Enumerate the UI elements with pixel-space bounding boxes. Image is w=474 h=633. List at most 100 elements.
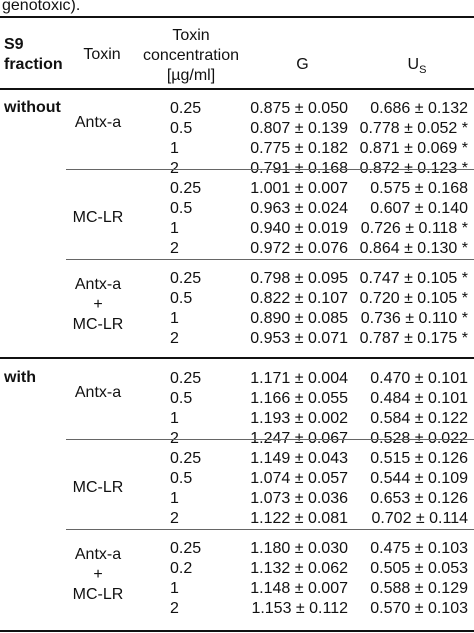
us-value-cell: 0.653 ± 0.126 bbox=[370, 490, 468, 507]
concentration-cell: 2 bbox=[170, 600, 179, 617]
header-s9: S9 fraction bbox=[4, 35, 66, 75]
g-value-cell: 0.875 ± 0.050 bbox=[250, 100, 348, 117]
toxin-label: MC-LR bbox=[72, 586, 124, 603]
g-value-cell: 0.791 ± 0.168 bbox=[250, 160, 348, 177]
g-value-cell: 1.180 ± 0.030 bbox=[250, 540, 348, 557]
us-value-cell: 0.528 ± 0.022 bbox=[370, 430, 468, 447]
g-value-cell: 1.122 ± 0.081 bbox=[250, 510, 348, 527]
concentration-cell: 1 bbox=[170, 220, 179, 237]
g-value-cell: 1.132 ± 0.062 bbox=[250, 560, 348, 577]
concentration-cell: 2 bbox=[170, 510, 179, 527]
s9-label: with bbox=[4, 369, 36, 386]
g-value-cell: 1.193 ± 0.002 bbox=[250, 410, 348, 427]
g-value-cell: 1.148 ± 0.007 bbox=[250, 580, 348, 597]
header-rule bbox=[0, 88, 474, 90]
us-value-cell: 0.570 ± 0.103 bbox=[370, 600, 468, 617]
us-value-cell: 0.575 ± 0.168 bbox=[370, 180, 468, 197]
g-value-cell: 1.247 ± 0.067 bbox=[250, 430, 348, 447]
g-value-cell: 0.807 ± 0.139 bbox=[250, 120, 348, 137]
g-value-cell: 0.890 ± 0.085 bbox=[250, 310, 348, 327]
header-g: G bbox=[296, 56, 309, 73]
toxin-label: MC-LR bbox=[72, 316, 124, 333]
header-concentration: Toxin concentration [µg/ml] bbox=[136, 26, 246, 86]
concentration-cell: 2 bbox=[170, 429, 179, 449]
g-value-cell: 1.153 ± 0.112 bbox=[251, 600, 348, 617]
us-value-cell: 0.864 ± 0.130 * bbox=[359, 240, 468, 257]
concentration-cell: 1 bbox=[170, 490, 179, 507]
group-divider bbox=[66, 529, 474, 530]
concentration-cell: 2 bbox=[170, 159, 179, 179]
g-value-cell: 0.963 ± 0.024 bbox=[250, 200, 348, 217]
us-value-cell: 0.505 ± 0.053 bbox=[370, 560, 468, 577]
us-value-cell: 0.470 ± 0.101 bbox=[370, 370, 468, 387]
g-value-cell: 0.822 ± 0.107 bbox=[250, 290, 348, 307]
g-value-cell: 0.798 ± 0.095 bbox=[250, 270, 348, 287]
header-conc-line-1: Toxin bbox=[172, 27, 210, 44]
concentration-cell: 0.25 bbox=[170, 370, 202, 387]
toxin-label: Antx-a bbox=[74, 114, 122, 131]
us-value-cell: 0.588 ± 0.129 bbox=[370, 580, 468, 597]
concentration-cell: 0.25 bbox=[170, 180, 202, 197]
section-divider bbox=[0, 357, 474, 359]
toxin-label: + bbox=[93, 566, 103, 583]
concentration-cell: 2 bbox=[170, 240, 179, 257]
g-value-cell: 0.775 ± 0.182 bbox=[250, 140, 348, 157]
us-value-cell: 0.871 ± 0.069 * bbox=[359, 140, 468, 157]
concentration-cell: 0.5 bbox=[170, 120, 193, 137]
concentration-cell: 0.25 bbox=[170, 270, 202, 287]
concentration-cell: 0.5 bbox=[170, 290, 193, 307]
group-divider bbox=[66, 169, 474, 170]
concentration-cell: 1 bbox=[170, 410, 179, 427]
us-value-cell: 0.544 ± 0.109 bbox=[370, 470, 468, 487]
table-caption: genotoxic). bbox=[2, 0, 81, 14]
header-toxin: Toxin bbox=[83, 46, 121, 63]
concentration-cell: 0.25 bbox=[170, 450, 202, 467]
us-value-cell: 0.726 ± 0.118 * bbox=[360, 220, 468, 237]
top-rule bbox=[0, 16, 474, 18]
toxin-label: Antx-a bbox=[74, 276, 122, 293]
us-value-cell: 0.607 ± 0.140 bbox=[370, 200, 468, 217]
toxin-label: Antx-a bbox=[74, 546, 122, 563]
concentration-cell: 0.5 bbox=[170, 200, 193, 217]
us-value-cell: 0.787 ± 0.175 * bbox=[359, 330, 468, 347]
concentration-cell: 1 bbox=[170, 310, 179, 327]
group-divider bbox=[66, 259, 474, 260]
header-us-main: U bbox=[407, 56, 420, 73]
us-value-cell: 0.720 ± 0.105 * bbox=[359, 290, 468, 307]
us-value-cell: 0.475 ± 0.103 bbox=[370, 540, 468, 557]
g-value-cell: 1.073 ± 0.036 bbox=[250, 490, 348, 507]
g-value-cell: 0.940 ± 0.019 bbox=[250, 220, 348, 237]
s9-label: without bbox=[4, 99, 61, 116]
us-value-cell: 0.747 ± 0.105 * bbox=[359, 270, 468, 287]
us-value-cell: 0.515 ± 0.126 bbox=[370, 450, 468, 467]
g-value-cell: 1.074 ± 0.057 bbox=[250, 470, 348, 487]
concentration-cell: 1 bbox=[170, 580, 179, 597]
us-value-cell: 0.778 ± 0.052 * bbox=[359, 120, 468, 137]
concentration-cell: 0.25 bbox=[170, 540, 202, 557]
toxin-label: Antx-a bbox=[74, 384, 122, 401]
header-s9-line-2: fraction bbox=[4, 56, 63, 73]
header-conc-line-3: [µg/ml] bbox=[166, 67, 216, 84]
group-divider bbox=[66, 439, 474, 440]
header-us-sub: S bbox=[419, 64, 427, 77]
toxin-label: MC-LR bbox=[72, 209, 124, 226]
toxin-label: + bbox=[93, 296, 103, 313]
g-value-cell: 0.953 ± 0.071 bbox=[250, 330, 348, 347]
g-value-cell: 0.972 ± 0.076 bbox=[250, 240, 348, 257]
concentration-cell: 1 bbox=[170, 140, 179, 157]
concentration-cell: 0.5 bbox=[170, 470, 193, 487]
us-value-cell: 0.484 ± 0.101 bbox=[370, 390, 468, 407]
us-value-cell: 0.686 ± 0.132 bbox=[370, 100, 468, 117]
us-value-cell: 0.872 ± 0.123 * bbox=[359, 160, 468, 177]
concentration-cell: 2 bbox=[170, 330, 179, 347]
concentration-cell: 0.5 bbox=[170, 390, 193, 407]
us-value-cell: 0.584 ± 0.122 bbox=[370, 410, 468, 427]
concentration-cell: 0.2 bbox=[170, 560, 193, 577]
g-value-cell: 1.166 ± 0.055 bbox=[250, 390, 348, 407]
header-us: US bbox=[362, 55, 472, 80]
g-value-cell: 1.001 ± 0.007 bbox=[250, 180, 348, 197]
bottom-rule bbox=[0, 630, 474, 632]
concentration-cell: 0.25 bbox=[170, 100, 202, 117]
header-s9-line-1: S9 bbox=[4, 36, 24, 53]
toxin-label: MC-LR bbox=[72, 479, 124, 496]
